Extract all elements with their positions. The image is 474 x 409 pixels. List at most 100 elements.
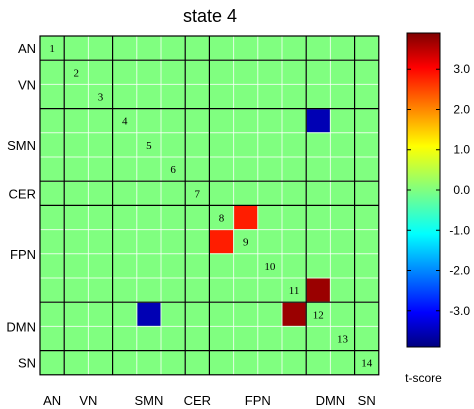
matrix-cell	[64, 36, 89, 61]
matrix-cell	[282, 278, 307, 303]
matrix-cell	[354, 350, 379, 375]
matrix-cell	[306, 302, 331, 327]
matrix-cell	[112, 302, 137, 327]
matrix-cell	[306, 60, 331, 85]
matrix-cell	[233, 326, 258, 351]
diagonal-label: 10	[264, 261, 276, 273]
row-group-label: AN	[18, 41, 36, 56]
matrix-cell	[112, 36, 137, 61]
matrix-cell	[233, 84, 258, 109]
diagonal-label: 3	[98, 92, 104, 104]
matrix-cell	[112, 181, 137, 206]
matrix-cell	[282, 132, 307, 157]
matrix-cell	[136, 205, 161, 230]
matrix-cell	[112, 132, 137, 157]
matrix-cell	[233, 36, 258, 61]
matrix-cell	[161, 229, 186, 254]
matrix-cell	[233, 60, 258, 85]
matrix-cell	[282, 84, 307, 109]
matrix-cell	[161, 253, 186, 278]
matrix-cell	[64, 278, 89, 303]
matrix-cell	[306, 350, 331, 375]
matrix-cell	[136, 36, 161, 61]
matrix-cell	[209, 157, 234, 182]
matrix-cell	[136, 350, 161, 375]
significant-cell	[234, 205, 258, 230]
matrix-cell	[136, 278, 161, 303]
matrix-cell	[112, 278, 137, 303]
matrix-cell	[330, 60, 355, 85]
matrix-cell	[257, 60, 282, 85]
matrix-cell	[209, 350, 234, 375]
matrix-cell	[209, 84, 234, 109]
matrix-cell	[354, 132, 379, 157]
matrix-cell	[88, 253, 113, 278]
matrix-cell	[306, 132, 331, 157]
row-group-label: SN	[18, 356, 36, 371]
matrix-cell	[40, 278, 65, 303]
matrix-cell	[40, 108, 65, 133]
diagonal-label: 13	[337, 334, 349, 346]
matrix-cell	[233, 229, 258, 254]
significant-cell	[306, 109, 330, 133]
matrix-cell	[233, 253, 258, 278]
matrix-cell	[257, 302, 282, 327]
matrix-cell	[64, 350, 89, 375]
matrix-cell	[233, 181, 258, 206]
matrix-cell	[233, 278, 258, 303]
matrix-cell	[40, 253, 65, 278]
matrix-cell	[185, 350, 210, 375]
matrix-cell	[185, 132, 210, 157]
matrix-cell	[354, 181, 379, 206]
matrix-cell	[40, 157, 65, 182]
matrix-cell	[282, 36, 307, 61]
matrix-cell	[112, 205, 137, 230]
matrix-cell	[233, 157, 258, 182]
matrix-cell	[209, 278, 234, 303]
matrix-cell	[161, 350, 186, 375]
matrix-cell	[354, 60, 379, 85]
colorbar: -3.0 -2.0 -1.0 0.0 1.0 2.0 3.0 t-score	[405, 32, 470, 385]
colorbar-tick-label: 2.0	[453, 102, 470, 116]
matrix-cell	[354, 205, 379, 230]
matrix-cell	[40, 205, 65, 230]
diagonal-label: 2	[74, 67, 80, 79]
matrix-cell	[136, 326, 161, 351]
matrix-cell	[88, 229, 113, 254]
matrix-cell	[161, 84, 186, 109]
matrix-cell	[185, 205, 210, 230]
matrix-cell	[354, 229, 379, 254]
colorbar-title: t-score	[405, 371, 442, 385]
matrix-cell	[330, 157, 355, 182]
matrix-cell	[306, 253, 331, 278]
significant-cell	[282, 302, 306, 326]
matrix-cell	[185, 157, 210, 182]
row-group-label: SMN	[7, 138, 36, 153]
matrix-cell	[136, 229, 161, 254]
matrix-cell	[354, 108, 379, 133]
matrix-cell	[185, 326, 210, 351]
significant-cell	[137, 302, 161, 326]
matrix-cell	[185, 36, 210, 61]
matrix-cell	[330, 181, 355, 206]
matrix-cell	[330, 132, 355, 157]
matrix-cell	[161, 157, 186, 182]
matrix-cell	[306, 157, 331, 182]
diagonal-label: 4	[122, 116, 128, 128]
matrix-cell	[233, 302, 258, 327]
matrix-cell	[136, 132, 161, 157]
matrix-cell	[330, 229, 355, 254]
matrix-cell	[282, 181, 307, 206]
colorbar-tick-label: 0.0	[453, 183, 470, 197]
matrix-cell	[330, 350, 355, 375]
matrix-cell	[88, 36, 113, 61]
matrix-cell	[257, 326, 282, 351]
colorbar-gradient	[406, 32, 441, 348]
colorbar-tick-label: 1.0	[453, 143, 470, 157]
matrix-cell	[330, 36, 355, 61]
matrix-cell	[209, 253, 234, 278]
matrix-cell	[282, 108, 307, 133]
matrix-cell	[112, 60, 137, 85]
matrix-cell	[40, 132, 65, 157]
matrix-cell	[64, 108, 89, 133]
